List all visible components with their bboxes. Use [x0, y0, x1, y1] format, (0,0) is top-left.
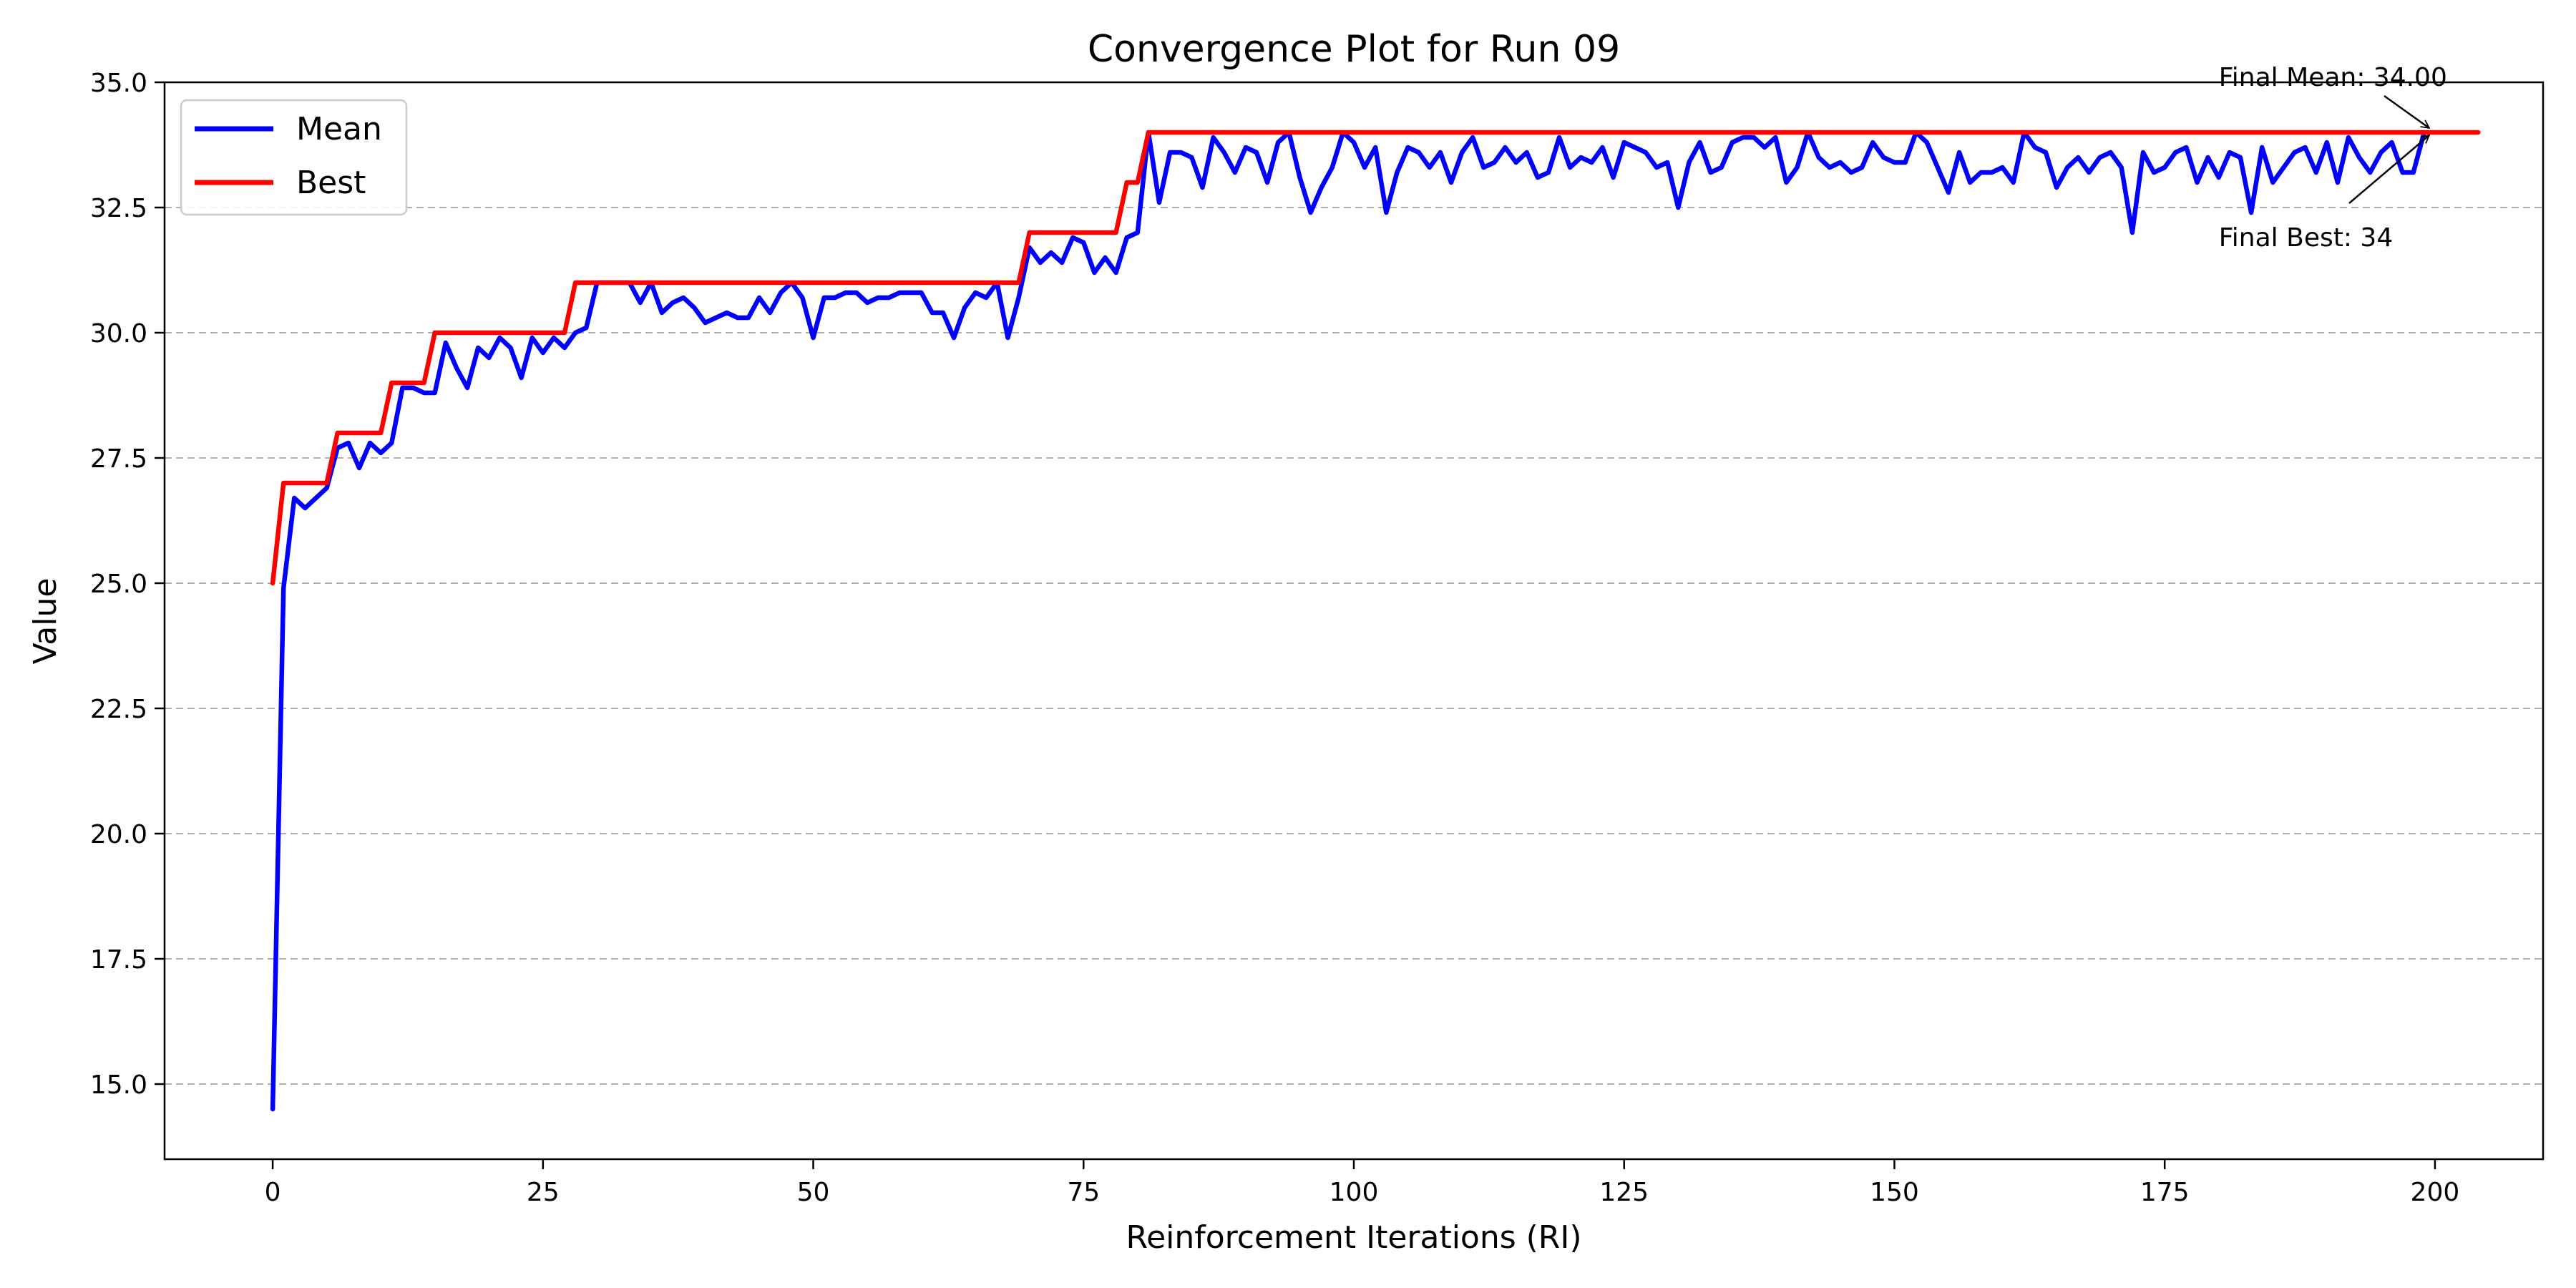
y-tick-label: 35.0 [90, 69, 147, 98]
y-tick-label: 20.0 [90, 820, 147, 849]
chart-title: Convergence Plot for Run 09 [1088, 28, 1620, 71]
x-tick-label: 50 [797, 1178, 830, 1207]
annotation-final-mean: Final Mean: 34.00 [2219, 63, 2447, 92]
y-tick-label: 22.5 [90, 695, 147, 724]
x-tick-label: 0 [265, 1178, 281, 1207]
plot-frame [163, 81, 2545, 1161]
annotation-final-best-arrow [2348, 135, 2429, 204]
y-axis-label: Value [27, 578, 64, 665]
series-line-best [270, 130, 2481, 586]
x-tick-label: 150 [1870, 1178, 1919, 1207]
x-tick-label: 75 [1067, 1178, 1100, 1207]
legend-label-best: Best [296, 165, 366, 201]
y-tick-label: 27.5 [90, 444, 147, 474]
x-tick-label: 200 [2411, 1178, 2460, 1207]
axis-ticks: 15.0 17.5 20.0 22.5 25.0 27.5 30.0 32.5 35.0 0 25 5… [90, 69, 2459, 1207]
series-lines [270, 130, 2481, 1112]
y-tick-label: 32.5 [90, 194, 147, 223]
x-tick-label: 125 [1599, 1178, 1649, 1207]
y-tick-label: 25.0 [90, 570, 147, 599]
y-tick-label: 15.0 [90, 1070, 147, 1100]
x-tick-label: 25 [527, 1178, 560, 1207]
x-tick-label: 175 [2140, 1178, 2190, 1207]
annotations: Final Mean: 34.00 Final Best: 34 [2219, 63, 2447, 253]
annotation-final-mean-arrow [2384, 94, 2429, 128]
legend-label-mean: Mean [296, 111, 382, 147]
y-tick-label: 17.5 [90, 945, 147, 975]
x-tick-label: 100 [1330, 1178, 1379, 1207]
legend: Mean Best [180, 99, 408, 216]
annotation-final-best: Final Best: 34 [2219, 223, 2394, 253]
y-tick-label: 30.0 [90, 319, 147, 348]
plot-area [165, 82, 2543, 1159]
series-line-mean [270, 130, 2427, 1112]
x-axis-label: Reinforcement Iterations (RI) [1126, 1219, 1581, 1256]
